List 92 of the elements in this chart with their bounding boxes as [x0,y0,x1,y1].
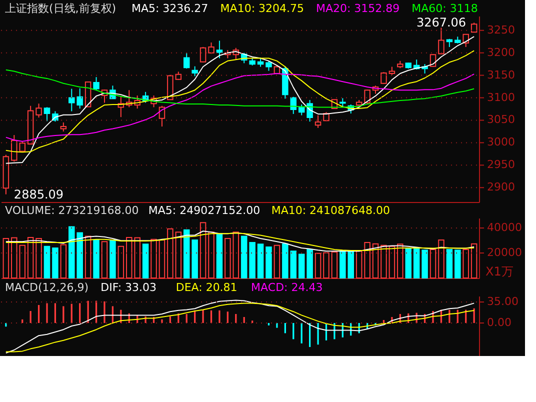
candlestick [430,54,436,68]
series-label: MA10: 241087648.00 [271,204,390,217]
y-tick-label: 3150 [487,68,515,82]
bar [462,249,469,278]
bar [232,232,240,278]
bar [249,242,256,278]
bar [323,252,330,278]
chart-title: VOLUME: 273219168.00 [5,204,139,217]
bar [183,229,190,278]
y-tick-label: 40000 [487,221,522,234]
bar [192,240,198,278]
bar [101,241,108,278]
text: MA60: 3118 [412,2,478,15]
bar [158,240,166,278]
candlestick [36,103,42,118]
bar [266,246,272,278]
bar [422,250,428,278]
bar [2,238,10,278]
y-tick-label: 3100 [487,90,515,104]
bar [118,246,124,278]
candlestick [93,76,100,91]
bar [388,246,396,278]
bar [364,242,370,278]
series-label: MA5: 249027152.00 [148,204,260,217]
candlestick [470,22,478,33]
y-tick-label: 3050 [487,113,515,126]
bar [298,254,305,278]
bar [60,244,67,278]
series-label: DEA: 20.81 [176,281,238,294]
bar [44,246,50,278]
chart-title: MACD(12,26,9) [5,281,89,294]
y-tick-label: 2900 [487,180,515,194]
y-tick-label: 35.00 [487,295,518,308]
candlestick [314,114,322,128]
y-axis-title: X1万 [486,264,514,278]
y-tick-label: 0.00 [487,316,512,329]
candlestick [380,72,387,84]
candlestick [158,105,166,128]
bar [470,243,478,278]
bar [175,232,182,278]
bar [224,238,231,278]
bar [454,250,461,278]
candlestick [200,46,206,63]
bar [314,252,322,278]
bar [93,240,100,278]
chart-title: 上证指数(日线,前复权) [5,2,116,15]
bar [110,240,116,278]
bar [36,238,42,278]
bar [446,249,453,278]
bar [216,233,223,278]
candlestick [266,60,272,72]
bar [356,250,362,278]
text: MA10: 3204.75 [220,2,304,15]
bar [405,248,412,278]
bar [438,240,444,278]
bar [208,232,214,278]
bar [27,237,34,278]
bar [274,244,280,278]
y-tick-label: 20000 [487,246,522,259]
bar [150,238,157,278]
y-tick-label: 3000 [487,136,515,149]
bar [430,249,436,278]
candlestick [183,52,190,70]
candlestick [192,66,198,77]
bar [257,244,264,278]
candlestick [298,104,305,116]
bar [331,252,338,278]
bar [200,222,206,278]
bar [167,228,174,278]
candlestick [44,106,50,122]
series-label: DIF: 33.03 [100,281,157,294]
y-tick-label: 3250 [487,23,515,36]
candlestick [216,40,223,59]
candlestick [364,89,370,106]
bar [372,243,379,278]
bar [397,244,404,278]
bar [282,243,288,278]
text: MACD: 24.43 [251,281,323,294]
annotation: 3267.06 [416,16,466,30]
bar [290,250,297,278]
bar [413,248,420,278]
y-tick-label: 3200 [487,46,515,59]
bar [380,244,387,278]
text: MA5: 3236.27 [131,2,208,15]
bar [142,244,149,278]
bar [52,248,58,278]
text: MA20: 3152.89 [316,2,400,15]
bar [84,236,92,278]
y-tick-label: 2950 [487,158,515,172]
bar [240,236,248,278]
bar [306,249,313,278]
annotation: 2885.09 [14,187,64,202]
